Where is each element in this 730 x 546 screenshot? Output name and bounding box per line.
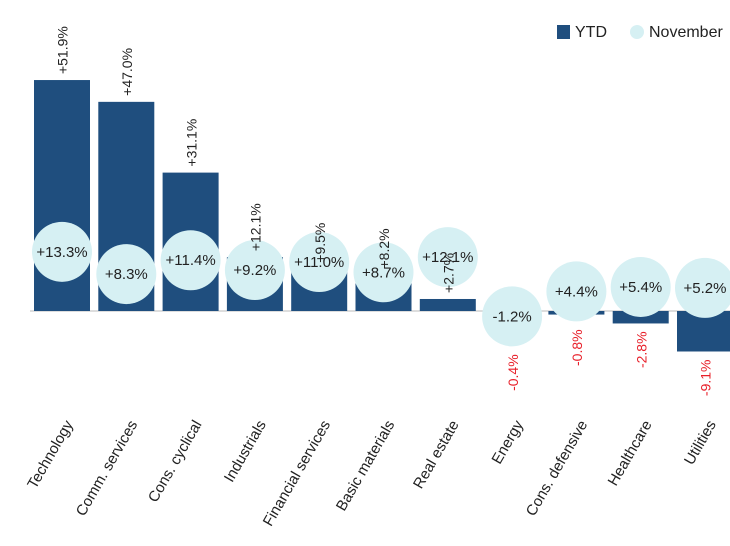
bar-label: -0.8% [569,329,585,366]
dot-label: +8.7% [362,264,405,281]
legend-swatch [630,25,644,39]
dot-label: +12.1% [422,249,473,266]
dot-label: +11.4% [166,252,216,269]
legend-label: YTD [575,24,607,41]
dot [675,257,730,318]
x-tick-label: Technology [24,417,77,492]
x-tick-label: Energy [489,417,528,467]
x-tick-label: Utilities [681,417,720,467]
bar-label: +9.5% [312,223,328,263]
bar-label: +51.9% [55,26,71,74]
legend-label: November [649,24,723,41]
dot [160,230,221,291]
x-tick-label: Real estate [410,417,463,491]
bar [612,311,669,324]
dot-label: +9.2% [233,262,276,279]
bar-label: -0.4% [505,354,521,391]
dot [32,221,92,282]
bar-label: +47.0% [119,48,135,96]
dot-label: +8.3% [105,266,148,283]
dot [546,261,607,322]
dot [289,232,350,293]
bar-label: +12.1% [248,203,264,251]
dot [96,244,157,305]
dot-label: +4.4% [555,283,598,300]
dot-label: +13.3% [36,244,87,261]
dot-label: +11.0% [294,254,344,271]
bar-label: -2.8% [633,331,649,368]
dot [353,242,414,303]
x-tick-label: Cons. cyclical [145,417,206,505]
bar [419,298,476,311]
x-tick-label: Healthcare [605,417,656,488]
x-tick-label: Financial services [260,417,334,529]
x-tick-label: Basic materials [333,417,399,514]
bar-label: +8.2% [376,228,392,268]
legend-swatch [557,25,570,39]
bar-label: +31.1% [183,119,199,167]
dot [482,286,543,347]
dot-label: +5.2% [684,280,727,297]
dot [417,227,478,288]
dot [224,240,285,301]
bar-label: +2.7% [441,253,457,293]
x-tick-label: Cons. defensive [523,417,592,519]
bar-label: -9.1% [698,359,714,396]
dot-label: +5.4% [619,279,662,296]
dot-label: -1.2% [493,308,532,325]
x-tick-label: Comm. services [73,417,141,519]
dot [610,256,671,317]
x-tick-label: Industrials [221,417,270,485]
